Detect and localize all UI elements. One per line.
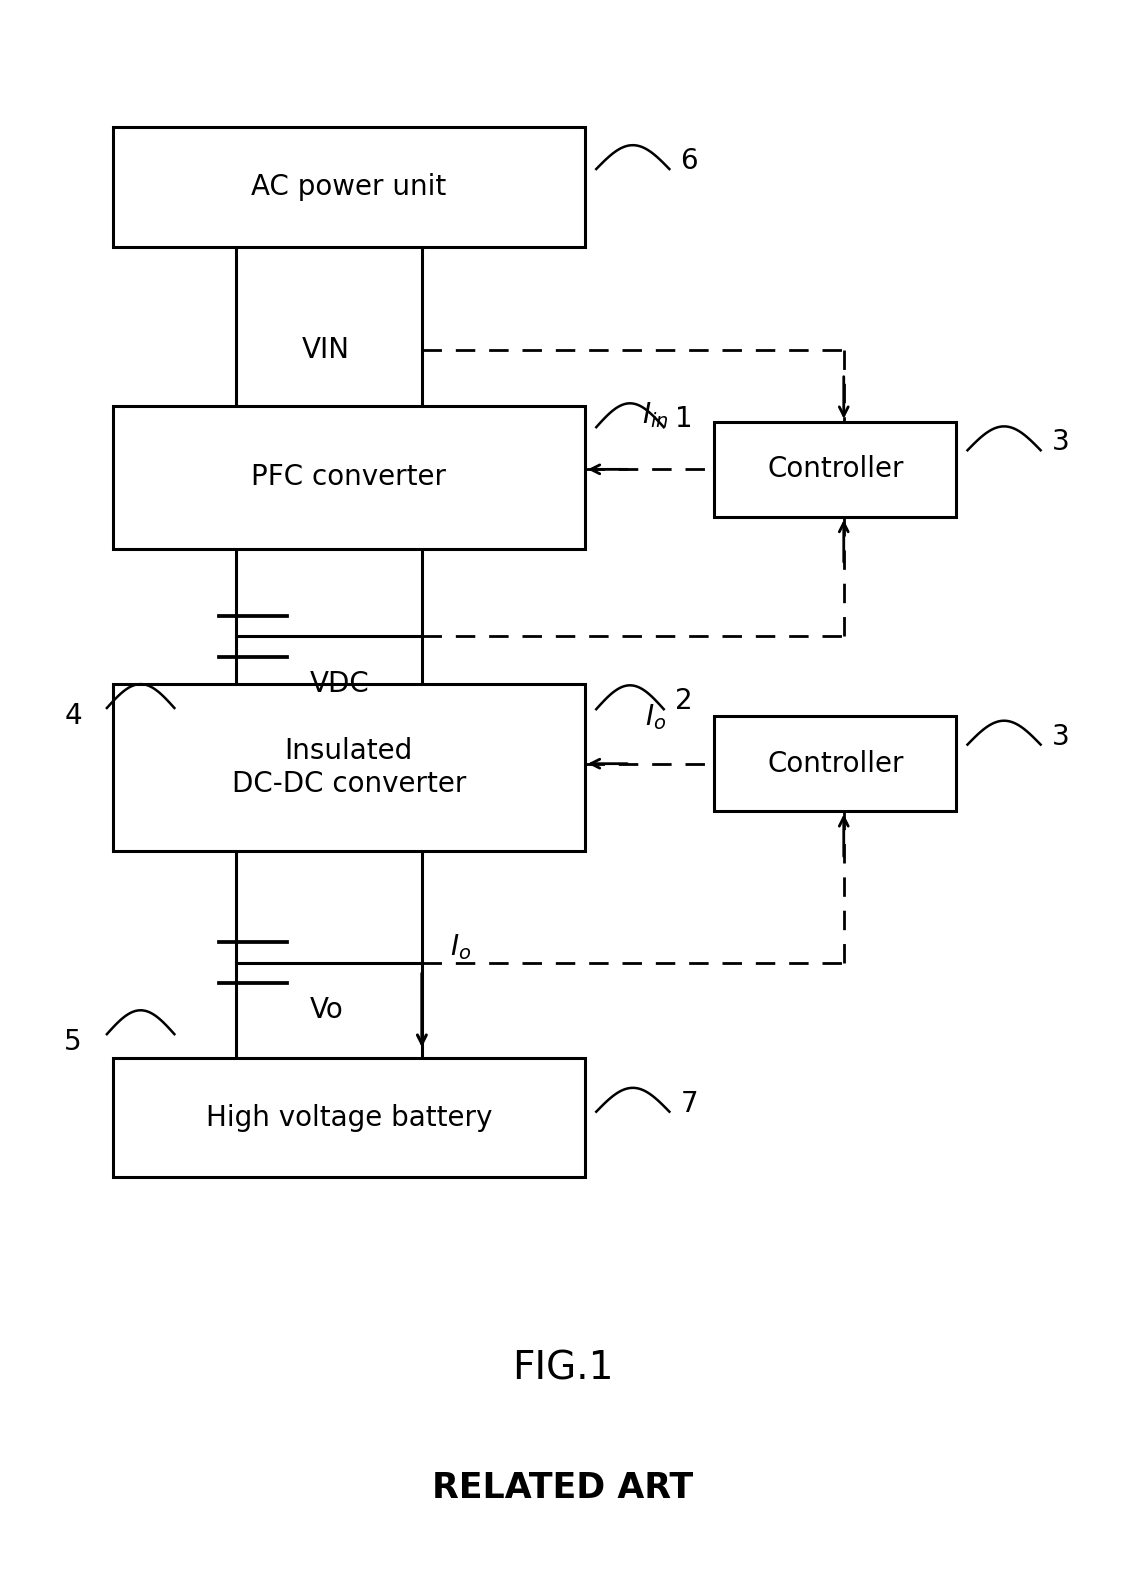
- Text: $\mathit{I}_o$: $\mathit{I}_o$: [645, 702, 666, 732]
- Bar: [112, 127, 585, 247]
- Text: 4: 4: [64, 702, 82, 730]
- Text: RELATED ART: RELATED ART: [432, 1470, 693, 1505]
- Text: $\mathit{I}_{in}$: $\mathit{I}_{in}$: [642, 399, 668, 430]
- Text: PFC converter: PFC converter: [251, 463, 447, 492]
- Text: AC power unit: AC power unit: [251, 173, 447, 200]
- Bar: [112, 684, 585, 851]
- Text: High voltage battery: High voltage battery: [206, 1104, 492, 1131]
- Bar: [112, 1058, 585, 1177]
- Text: VDC: VDC: [309, 670, 369, 698]
- Bar: [714, 716, 956, 811]
- Text: 7: 7: [681, 1090, 699, 1118]
- Text: Controller: Controller: [767, 749, 903, 778]
- Text: 3: 3: [1052, 428, 1070, 457]
- Text: Vo: Vo: [309, 996, 343, 1025]
- Text: 1: 1: [675, 406, 693, 433]
- Text: $\mathit{I}_o$: $\mathit{I}_o$: [450, 932, 471, 961]
- Bar: [714, 422, 956, 517]
- Text: 6: 6: [681, 146, 699, 175]
- Text: Controller: Controller: [767, 455, 903, 484]
- Text: 2: 2: [675, 687, 693, 716]
- Text: VIN: VIN: [303, 336, 350, 364]
- Text: Insulated
DC-DC converter: Insulated DC-DC converter: [232, 738, 466, 797]
- Text: 5: 5: [64, 1028, 82, 1056]
- Text: 3: 3: [1052, 722, 1070, 751]
- Bar: [112, 406, 585, 549]
- Text: FIG.1: FIG.1: [512, 1349, 613, 1387]
